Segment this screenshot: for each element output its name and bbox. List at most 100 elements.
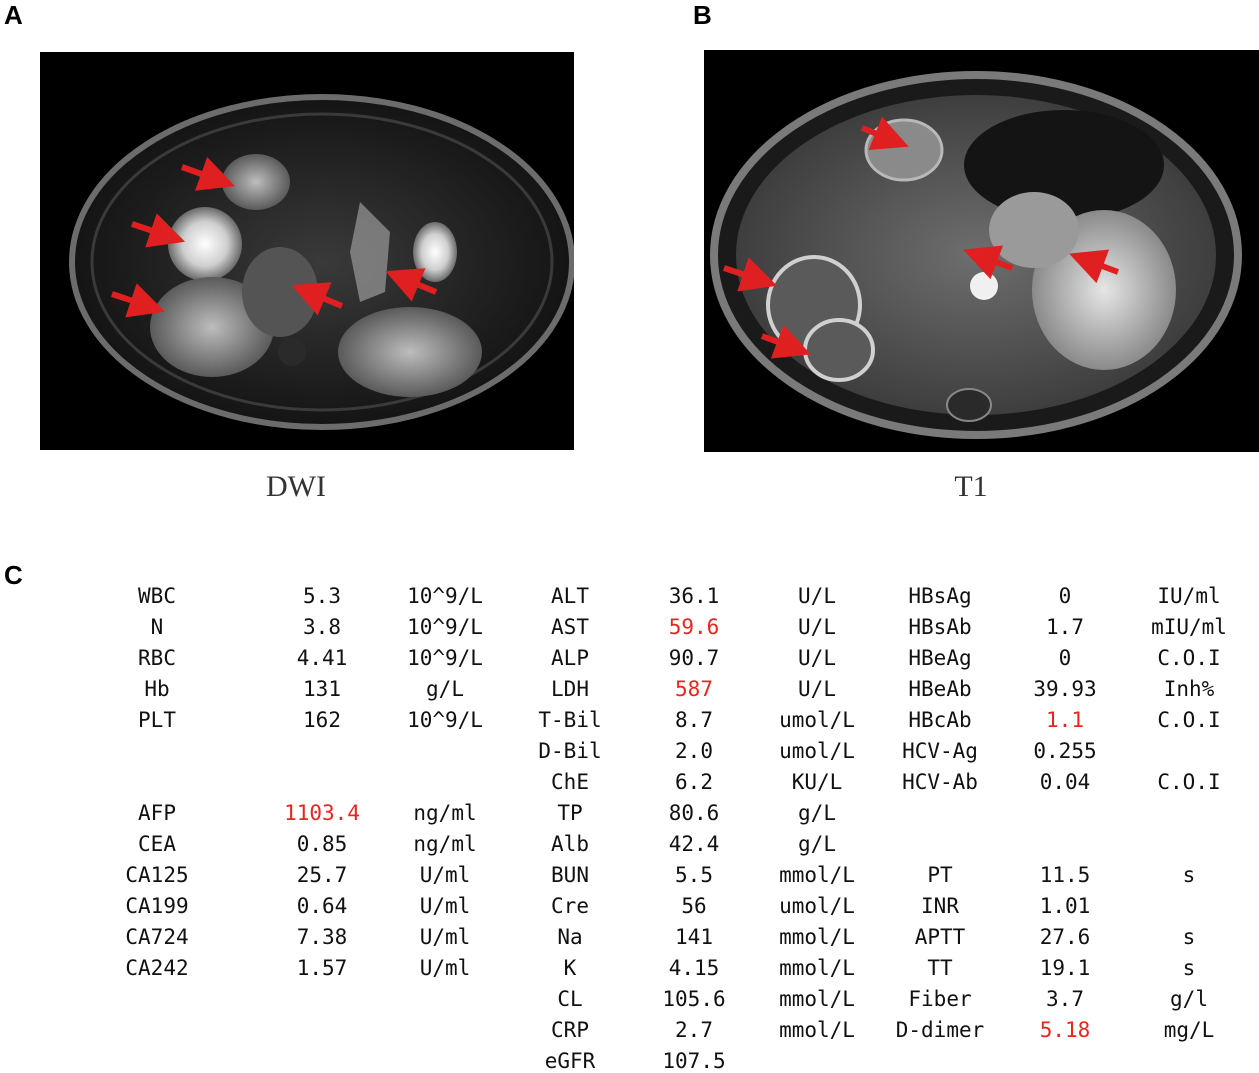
lab-results-table: WBC 5.3 10^9/L ALT 36.1 U/L HBsAg 0 IU/ml N 3.8 10^… [0,580,1259,1073]
lab-test-cell: ALT [551,584,589,608]
lab-unit-cell: U/ml [419,925,471,949]
lab-value-cell: 3.7 [1046,987,1084,1011]
lab-test-cell: Alb [551,832,589,856]
lab-value-cell: 1.01 [1039,894,1091,918]
lab-test-cell: CRP [551,1018,589,1042]
lab-test-cell: CA199 [125,894,189,918]
lab-test-cell: WBC [138,584,176,608]
lab-value-cell: 25.7 [296,863,348,887]
dwi-mri-image [40,52,574,450]
lab-test-cell: BUN [551,863,589,887]
lab-test-cell: Fiber [908,987,972,1011]
lab-unit-cell: g/L [426,677,464,701]
lab-value-cell: 1.7 [1046,615,1084,639]
lab-value-cell: 0.85 [296,832,348,856]
lab-value-cell: 131 [303,677,341,701]
lab-test-cell: CA724 [125,925,189,949]
lab-unit-cell: IU/ml [1157,584,1221,608]
panel-label-a: A [4,0,23,30]
lab-value-cell: 4.15 [668,956,720,980]
lab-test-cell: APTT [914,925,966,949]
lab-test-cell: CA242 [125,956,189,980]
lab-unit-cell: mmol/L [779,987,855,1011]
lab-unit-cell: ng/ml [413,832,477,856]
lab-value-cell: 5.5 [675,863,713,887]
lab-value-cell: 56 [681,894,707,918]
lab-test-cell: TP [557,801,583,825]
lab-test-cell: CEA [138,832,176,856]
lab-test-cell: ALP [551,646,589,670]
lab-value-cell: 7.38 [296,925,348,949]
lab-unit-cell: Inh% [1163,677,1215,701]
lab-value-cell: 80.6 [668,801,720,825]
lab-value-cell: 0.04 [1039,770,1091,794]
lab-test-cell: INR [921,894,959,918]
lab-value-cell: 90.7 [668,646,720,670]
lab-value-cell: 0 [1058,584,1072,608]
lab-unit-cell: C.O.I [1157,646,1221,670]
lab-test-cell: PT [927,863,953,887]
lab-test-cell: Hb [144,677,170,701]
lab-test-cell: K [563,956,577,980]
lab-unit-cell: mg/L [1163,1018,1215,1042]
lab-unit-cell: umol/L [779,894,855,918]
lab-test-cell: D-dimer [895,1018,985,1042]
lab-unit-cell: mmol/L [779,1018,855,1042]
lab-unit-cell: mmol/L [779,925,855,949]
lab-test-cell: N [150,615,164,639]
lab-test-cell: eGFR [544,1049,596,1073]
lab-value-cell: 2.7 [675,1018,713,1042]
lab-unit-cell: umol/L [779,739,855,763]
lab-unit-cell: 10^9/L [407,615,483,639]
lab-test-cell: HBeAg [908,646,972,670]
lab-value-cell: 42.4 [668,832,720,856]
lab-unit-cell: mmol/L [779,863,855,887]
lab-unit-cell: s [1182,956,1196,980]
lab-unit-cell: g/l [1170,987,1208,1011]
lab-value-cell: 1103.4 [284,801,360,825]
lab-test-cell: CA125 [125,863,189,887]
lab-test-cell: TT [927,956,953,980]
lab-test-cell: HBsAb [908,615,972,639]
lab-value-cell: 2.0 [675,739,713,763]
lab-test-cell: PLT [138,708,176,732]
lab-value-cell: 11.5 [1039,863,1091,887]
lab-test-cell: ChE [551,770,589,794]
lab-unit-cell: U/L [798,646,836,670]
lab-unit-cell: U/L [798,584,836,608]
lab-unit-cell: g/L [798,801,836,825]
lab-value-cell: 5.18 [1039,1018,1091,1042]
lab-value-cell: 59.6 [668,615,720,639]
lab-value-cell: 105.6 [662,987,726,1011]
lab-value-cell: 8.7 [675,708,713,732]
lab-value-cell: 107.5 [662,1049,726,1073]
lab-value-cell: 6.2 [675,770,713,794]
lab-test-cell: T-Bil [538,708,602,732]
panel-b-caption: T1 [954,470,988,503]
lab-unit-cell: umol/L [779,708,855,732]
lab-unit-cell: U/L [798,615,836,639]
lab-test-cell: RBC [138,646,176,670]
lab-value-cell: 36.1 [668,584,720,608]
lab-unit-cell: mmol/L [779,956,855,980]
lab-test-cell: HCV-Ag [902,739,978,763]
lab-unit-cell: s [1182,863,1196,887]
lab-unit-cell: 10^9/L [407,584,483,608]
lab-unit-cell: 10^9/L [407,708,483,732]
lab-unit-cell: ng/ml [413,801,477,825]
lab-value-cell: 27.6 [1039,925,1091,949]
lab-unit-cell: C.O.I [1157,770,1221,794]
lab-test-cell: HBeAb [908,677,972,701]
lab-unit-cell: C.O.I [1157,708,1221,732]
lab-test-cell: D-Bil [538,739,602,763]
lab-test-cell: Na [557,925,583,949]
lab-value-cell: 162 [303,708,341,732]
panel-label-b: B [693,0,712,30]
lab-test-cell: HBcAb [908,708,972,732]
lab-test-cell: LDH [551,677,589,701]
lab-value-cell: 587 [675,677,713,701]
lab-value-cell: 0.255 [1033,739,1097,763]
lab-test-cell: CL [557,987,583,1011]
lab-unit-cell: U/L [798,677,836,701]
lab-test-cell: AFP [138,801,176,825]
